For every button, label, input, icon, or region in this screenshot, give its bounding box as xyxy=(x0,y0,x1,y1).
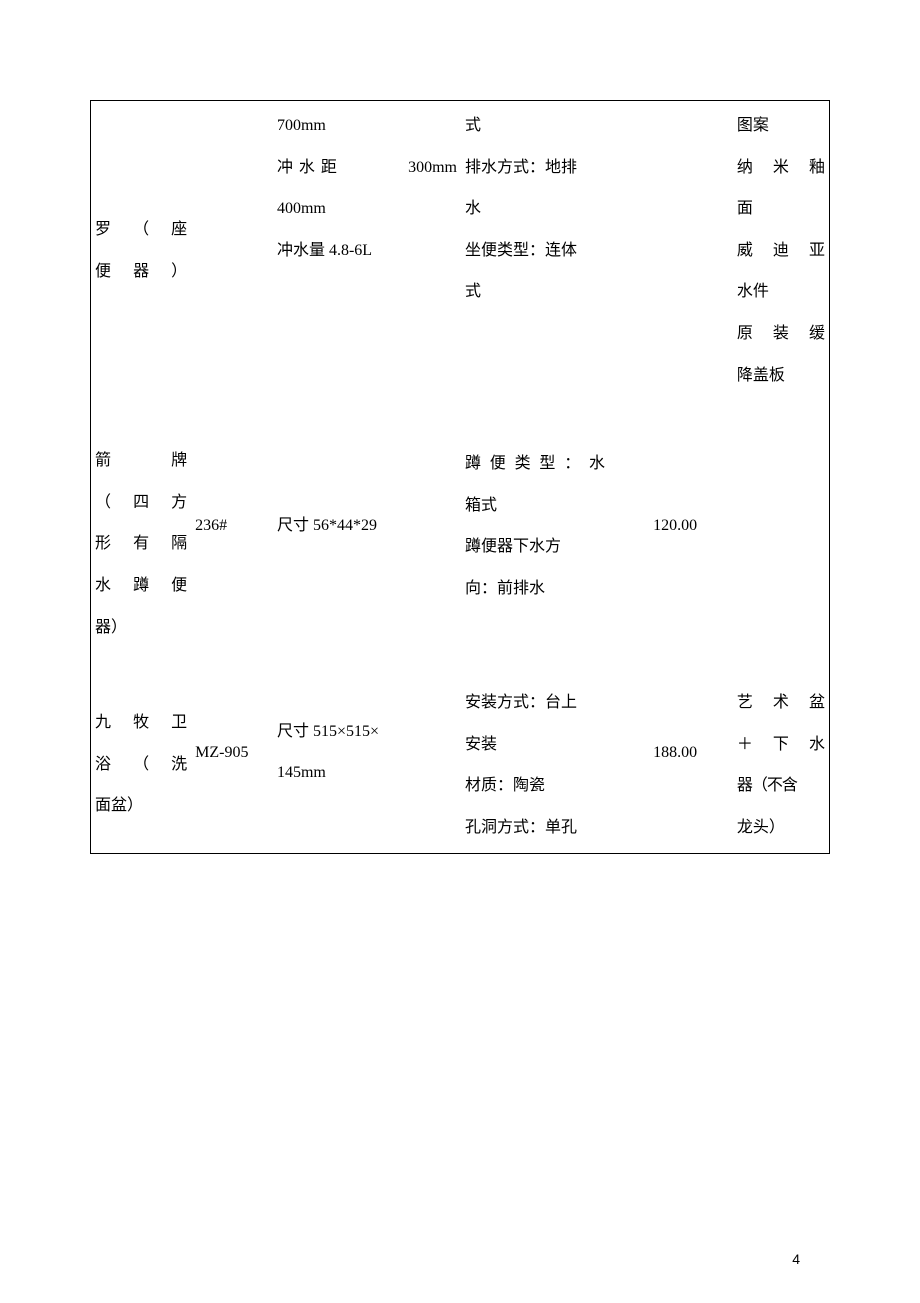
cell-size: 尺寸 515×515× 145mm xyxy=(273,652,461,853)
cell-product-name: 九牧卫 浴（洗 面盆） xyxy=(91,652,192,853)
cell-size: 尺寸 56*44*29 xyxy=(273,400,461,652)
cell-note: 图案 纳米釉 面 威迪亚 水件 原装缓 降盖板 xyxy=(733,101,830,401)
cell-model: MZ-905 xyxy=(191,652,273,853)
text-line: 龙头） xyxy=(737,807,825,849)
model-text: 236# xyxy=(195,517,227,534)
price-text: 120.00 xyxy=(653,517,697,534)
cell-price: 120.00 xyxy=(649,400,733,652)
table-row: 九牧卫 浴（洗 面盆） MZ-905 尺寸 515×515× 145mm 安装方… xyxy=(91,652,830,853)
cell-price: 188.00 xyxy=(649,652,733,853)
text-line: 尺寸 515×515× xyxy=(277,711,457,753)
text-line: 安装 xyxy=(465,724,645,766)
text-line: 面 xyxy=(737,188,825,230)
page-container: 罗（座 便器） 700mm 冲水距 300mm 400mm 冲水量 4.8-6L… xyxy=(0,0,920,854)
text-line: 冲水量 4.8-6L xyxy=(277,230,457,272)
text-line: 器（不含 xyxy=(737,765,825,807)
text-line: 排水方式：地排 xyxy=(465,147,645,189)
text-line: 式 xyxy=(465,271,645,313)
text-line: 纳米釉 xyxy=(737,147,825,189)
text-line: 145mm xyxy=(277,752,457,794)
text-span: 300mm xyxy=(408,147,457,189)
text-line: 降盖板 xyxy=(737,355,825,397)
text-line: 箱式 xyxy=(465,485,645,527)
text-line: 原装缓 xyxy=(737,313,825,355)
text-line: 水件 xyxy=(737,271,825,313)
text-line: 材质：陶瓷 xyxy=(465,765,645,807)
table-row: 罗（座 便器） 700mm 冲水距 300mm 400mm 冲水量 4.8-6L… xyxy=(91,101,830,401)
text-line: 罗（座 xyxy=(95,209,187,251)
cell-product-name: 箭 牌 （四方 形有隔 水蹲便 器） xyxy=(91,400,192,652)
text-line: 威迪亚 xyxy=(737,230,825,272)
cell-product-name: 罗（座 便器） xyxy=(91,101,192,401)
text-line: 蹲便类型：水 xyxy=(465,443,605,485)
text-line: 箭 牌 xyxy=(95,440,187,482)
cell-note xyxy=(733,400,830,652)
cell-model xyxy=(191,101,273,401)
text-line: 安装方式：台上 xyxy=(465,682,645,724)
text-line: 400mm xyxy=(277,188,457,230)
text-line: 蹲便器下水方 xyxy=(465,526,645,568)
text-line: 孔洞方式：单孔 xyxy=(465,807,645,849)
text-line: 水蹲便 xyxy=(95,565,187,607)
cell-attributes: 蹲便类型：水 箱式 蹲便器下水方 向：前排水 xyxy=(461,400,649,652)
model-text: MZ-905 xyxy=(195,744,248,761)
text-line: 器） xyxy=(95,607,187,649)
text-line: 面盆） xyxy=(95,785,187,827)
page-number: 4 xyxy=(792,1251,800,1267)
text-line: 式 xyxy=(465,105,645,147)
size-text: 尺寸 56*44*29 xyxy=(277,517,377,534)
table-row: 箭 牌 （四方 形有隔 水蹲便 器） 236# 尺寸 56*44*29 蹲便类型… xyxy=(91,400,830,652)
text-line: 向：前排水 xyxy=(465,568,645,610)
cell-model: 236# xyxy=(191,400,273,652)
cell-price xyxy=(649,101,733,401)
text-line: 便器） xyxy=(95,251,187,293)
text-line: 坐便类型：连体 xyxy=(465,230,645,272)
text-line: 九牧卫 xyxy=(95,702,187,744)
product-table: 罗（座 便器） 700mm 冲水距 300mm 400mm 冲水量 4.8-6L… xyxy=(90,100,830,854)
text-line: 艺术盆 xyxy=(737,682,825,724)
text-line: 水 xyxy=(465,188,645,230)
text-line: 冲水距 300mm xyxy=(277,147,457,189)
text-line: （四方 xyxy=(95,482,187,524)
text-line: ＋下水 xyxy=(737,724,825,766)
text-span: 冲水距 xyxy=(277,147,337,189)
cell-attributes: 式 排水方式：地排 水 坐便类型：连体 式 xyxy=(461,101,649,401)
cell-note: 艺术盆 ＋下水 器（不含 龙头） xyxy=(733,652,830,853)
text-line: 图案 xyxy=(737,105,825,147)
cell-size: 700mm 冲水距 300mm 400mm 冲水量 4.8-6L xyxy=(273,101,461,401)
cell-attributes: 安装方式：台上 安装 材质：陶瓷 孔洞方式：单孔 xyxy=(461,652,649,853)
text-line: 形有隔 xyxy=(95,523,187,565)
text-line: 700mm xyxy=(277,105,457,147)
price-text: 188.00 xyxy=(653,744,697,761)
text-line: 浴（洗 xyxy=(95,744,187,786)
